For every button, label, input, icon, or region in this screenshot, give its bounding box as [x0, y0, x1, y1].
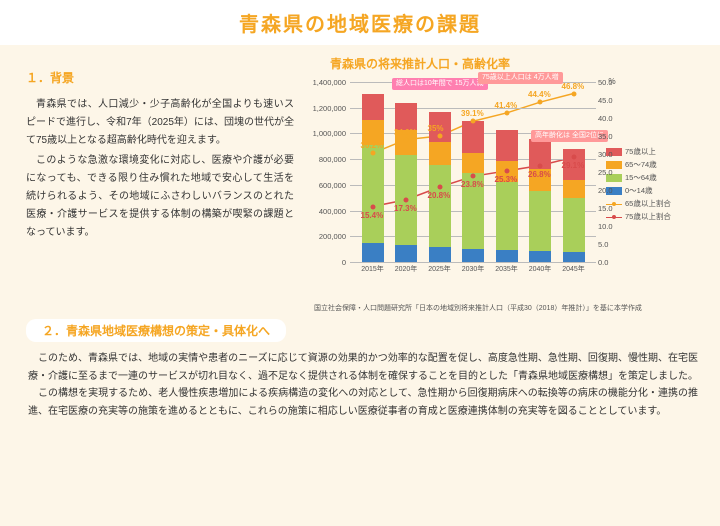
- callout-75plus: 75歳以上人口は 4万人増: [478, 72, 563, 84]
- section-1-heading: １．背景: [26, 69, 294, 86]
- title-bar: 青森県の地域医療の課題: [0, 0, 720, 45]
- section-1-p2: このような急激な環境変化に対応し、医療や介護が必要になっても、できる限り住み慣れ…: [26, 152, 294, 242]
- section-1-p1: 青森県では、人口減少・少子高齢化が全国よりも速いスピードで進行し、令和7年（20…: [26, 96, 294, 150]
- section-2-heading: ２．青森県地域医療構想の策定・具体化へ: [26, 319, 286, 342]
- chart-title: 青森県の将来推計人口・高齢化率: [330, 55, 700, 72]
- section-1: １．背景 青森県では、人口減少・少子高齢化が全国よりも速いスピードで進行し、令和…: [26, 51, 294, 313]
- callout-rank: 高年齢化は 全国2位に: [531, 130, 608, 142]
- section-2: ２．青森県地域医療構想の策定・具体化へ このため、青森県では、地域の実情や患者の…: [26, 319, 700, 420]
- section-2-p2: この構想を実現するため、老人慢性疾患増加による疾病構造の変化への対応として、急性…: [28, 385, 698, 420]
- callout-pop-decline: 総人口は10年間で 15万人減: [392, 78, 488, 90]
- page-title: 青森県の地域医療の課題: [0, 8, 720, 37]
- chart-column: 青森県の将来推計人口・高齢化率 ％ 総人口は10年間で 15万人減 75歳以上人…: [306, 51, 700, 313]
- chart-area: ％ 総人口は10年間で 15万人減 75歳以上人口は 4万人増 高年齢化は 全国…: [306, 76, 696, 301]
- section-2-p1: このため、青森県では、地域の実情や患者のニーズに応じて資源の効果的かつ効率的な配…: [28, 350, 698, 385]
- line-75plus: [606, 217, 622, 218]
- chart-source: 国立社会保障・人口問題研究所「日本の地域別将来推計人口（平成30（2018）年推…: [314, 303, 700, 313]
- section-2-body: このため、青森県では、地域の実情や患者のニーズに応じて資源の効果的かつ効率的な配…: [26, 350, 700, 420]
- section-1-body: 青森県では、人口減少・少子高齢化が全国よりも速いスピードで進行し、令和7年（20…: [26, 96, 294, 242]
- content: １．背景 青森県では、人口減少・少子高齢化が全国よりも速いスピードで進行し、令和…: [0, 45, 720, 420]
